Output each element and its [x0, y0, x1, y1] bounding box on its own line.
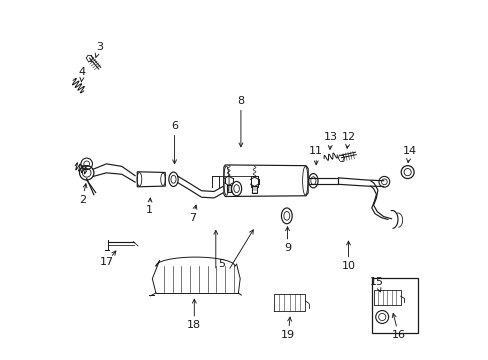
- Text: 17: 17: [99, 257, 113, 267]
- Text: 14: 14: [402, 146, 416, 156]
- Text: 6: 6: [171, 121, 178, 131]
- Text: 10: 10: [341, 261, 355, 271]
- Text: 16: 16: [391, 330, 405, 340]
- Text: 11: 11: [308, 146, 323, 156]
- Text: 1: 1: [146, 206, 153, 216]
- Text: 4: 4: [79, 67, 86, 77]
- Text: 18: 18: [187, 320, 201, 330]
- Text: 7: 7: [188, 213, 196, 222]
- Text: 13: 13: [323, 132, 337, 142]
- Text: 9: 9: [284, 243, 290, 253]
- Text: 8: 8: [237, 96, 244, 106]
- Text: 5: 5: [217, 259, 224, 269]
- Text: 15: 15: [369, 277, 384, 287]
- Text: 3: 3: [96, 42, 102, 52]
- Bar: [371, 278, 418, 333]
- Text: 19: 19: [281, 330, 295, 340]
- Text: 12: 12: [341, 132, 355, 142]
- Text: 2: 2: [79, 195, 86, 205]
